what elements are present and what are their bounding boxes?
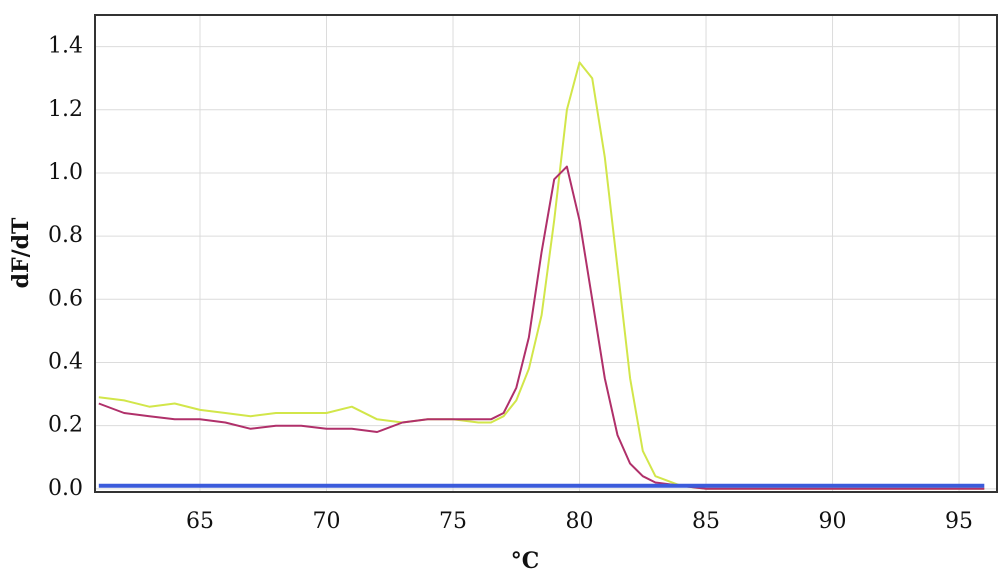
x-tick-label: 70 bbox=[313, 509, 341, 534]
data-line bbox=[98, 165, 985, 490]
x-tick-label: 95 bbox=[945, 509, 973, 534]
plot-frame bbox=[94, 14, 998, 493]
y-tick-label: 1.4 bbox=[48, 34, 83, 59]
y-tick-label: 0.2 bbox=[48, 413, 83, 438]
y-tick-label: 0.6 bbox=[48, 286, 83, 311]
x-tick-label: 80 bbox=[566, 509, 594, 534]
x-axis-label: °C bbox=[511, 548, 540, 574]
x-tick-label: 90 bbox=[819, 509, 847, 534]
y-tick-label: 1.0 bbox=[48, 160, 83, 185]
y-tick-label: 0.8 bbox=[48, 223, 83, 248]
y-axis-label: dF/dT bbox=[8, 217, 34, 288]
x-tick-label: 65 bbox=[186, 509, 214, 534]
y-tick-label: 0.4 bbox=[48, 349, 83, 374]
y-tick-label: 0.0 bbox=[48, 476, 83, 501]
x-tick-label: 75 bbox=[439, 509, 467, 534]
y-tick-label: 1.2 bbox=[48, 97, 83, 122]
x-tick-label: 85 bbox=[692, 509, 720, 534]
